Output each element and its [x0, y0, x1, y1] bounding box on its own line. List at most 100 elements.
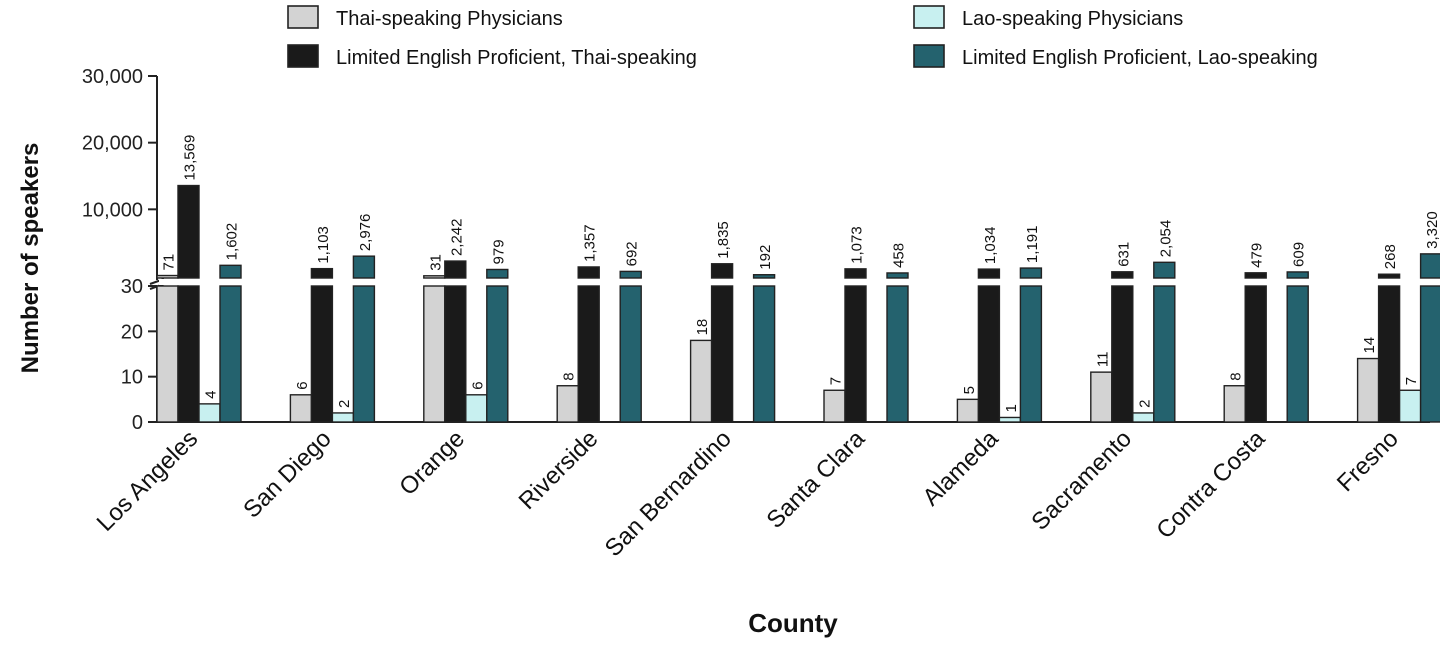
legend-item-limited-english-proficient-thai-speaking: Limited English Proficient, Thai-speakin…: [287, 44, 697, 69]
data-label: 1,191: [1024, 226, 1041, 264]
bar-upper-segment: [1111, 271, 1134, 279]
bar-lao-speaking-physicians-sacramento: [1132, 412, 1155, 423]
x-tick-label-riverside: Riverside: [514, 425, 604, 515]
x-tick-label-fresno: Fresno: [1332, 425, 1404, 497]
data-label: 6: [294, 381, 311, 389]
data-label: 458: [891, 243, 908, 268]
legend-item-lao-speaking-physicians: Lao-speaking Physicians: [913, 5, 1183, 30]
legend-label: Limited English Proficient, Thai-speakin…: [336, 47, 697, 69]
category-group-los-angeles: 71 13,569 4 1,602: [156, 135, 242, 423]
bar-lao-speaking-physicians-alameda: [998, 416, 1022, 423]
data-label: 13,569: [182, 135, 199, 181]
bar-lower-segment: [444, 285, 467, 423]
bar-upper-segment: [1377, 273, 1401, 279]
legend-swatch: [913, 44, 945, 68]
y-upper-tick-label: 10,000: [82, 199, 143, 221]
bar-upper-segment: [577, 266, 600, 279]
bar-upper-segment: [219, 264, 242, 279]
bar-limited-english-proficient-thai-speaking-sacramento: [1111, 271, 1134, 423]
bar-limited-english-proficient-thai-speaking-orange: [444, 260, 467, 423]
category-group-contra-costa: 8 479 609: [1223, 242, 1309, 423]
bar-lower-segment: [844, 285, 867, 423]
bar-thai-speaking-physicians-santa-clara: [823, 389, 846, 423]
legend-label: Limited English Proficient, Lao-speaking: [962, 47, 1318, 69]
bar-limited-english-proficient-thai-speaking-fresno: [1377, 273, 1401, 423]
x-tick-label-alameda: Alameda: [918, 425, 1005, 512]
bar-upper-segment: [619, 270, 642, 279]
bar-lower-segment: [310, 285, 334, 423]
bar-limited-english-proficient-thai-speaking-contra-costa: [1244, 272, 1267, 423]
bar-lower-segment: [1111, 285, 1134, 423]
bar-upper-segment: [486, 268, 509, 279]
bar-upper-segment: [1419, 253, 1440, 279]
bar-thai-speaking-physicians-contra-costa: [1223, 385, 1246, 423]
bar-limited-english-proficient-lao-speaking-sacramento: [1153, 261, 1176, 423]
data-label: 1,357: [582, 224, 599, 262]
bar-limited-english-proficient-thai-speaking-san-diego: [310, 267, 334, 423]
data-label: 1,073: [849, 226, 866, 264]
bar-upper-segment: [752, 274, 776, 279]
data-label: 1: [1003, 404, 1020, 412]
data-label: 14: [1361, 337, 1378, 354]
bar-lower-segment: [1377, 285, 1401, 423]
x-tick-label-contra-costa: Contra Costa: [1151, 425, 1271, 545]
bar-lower-segment: [1419, 285, 1440, 423]
bar-limited-english-proficient-thai-speaking-riverside: [577, 266, 600, 423]
bar-limited-english-proficient-lao-speaking-fresno: [1419, 253, 1440, 423]
bar-upper-segment: [177, 184, 200, 279]
category-group-santa-clara: 7 1,073 458: [823, 226, 909, 423]
data-label: 2,976: [357, 214, 374, 252]
bar-upper-segment: [886, 272, 909, 279]
bar-upper-segment: [977, 268, 1001, 279]
category-group-fresno: 14 268 7 3,320: [1356, 211, 1440, 423]
bar-upper-segment: [1153, 261, 1176, 279]
category-group-riverside: 8 1,357 692: [556, 224, 642, 423]
y-lower-tick-label: 0: [132, 412, 143, 434]
bar-thai-speaking-physicians-alameda: [956, 398, 980, 423]
data-label: 1,103: [315, 226, 332, 264]
bar-limited-english-proficient-lao-speaking-riverside: [619, 270, 642, 423]
bar-lower-segment: [752, 285, 776, 423]
bar-upper-segment: [352, 255, 376, 279]
data-label: 631: [1115, 242, 1132, 267]
bar-thai-speaking-physicians-orange: [423, 275, 446, 423]
bar-limited-english-proficient-lao-speaking-alameda: [1019, 267, 1043, 423]
legend-swatch: [287, 44, 319, 68]
bar-lao-speaking-physicians-san-diego: [331, 412, 355, 423]
data-label: 11: [1094, 352, 1111, 368]
data-label: 2: [1136, 400, 1153, 408]
y-lower-tick-label: 20: [121, 321, 143, 343]
bar-upper-segment: [710, 263, 734, 279]
y-upper-tick-label: 20,000: [82, 133, 143, 155]
bar-limited-english-proficient-lao-speaking-contra-costa: [1286, 271, 1309, 423]
legend-swatch: [287, 5, 319, 29]
bar-lower-segment: [1153, 285, 1176, 423]
legend-item-limited-english-proficient-lao-speaking: Limited English Proficient, Lao-speaking: [913, 44, 1318, 69]
category-group-san-bernardino: 18 1,835 192: [689, 221, 776, 423]
bar-lower-segment: [219, 285, 242, 423]
data-label: 4: [203, 391, 220, 399]
data-label: 2: [336, 400, 353, 408]
bar-lower-segment: [577, 285, 600, 423]
bar-lower-segment: [1244, 285, 1267, 423]
bar-upper-segment: [1019, 267, 1043, 279]
bar-lower-segment: [977, 285, 1001, 423]
legend-item-thai-speaking-physicians: Thai-speaking Physicians: [287, 5, 563, 30]
data-label: 8: [1228, 372, 1245, 380]
bar-lao-speaking-physicians-orange: [465, 394, 488, 423]
data-label: 192: [757, 245, 774, 270]
bar-lower-segment: [423, 285, 446, 423]
x-tick-label-sacramento: Sacramento: [1026, 425, 1137, 536]
data-label: 479: [1249, 243, 1266, 268]
bar-upper-segment: [844, 268, 867, 279]
bar-lower-segment: [352, 285, 376, 423]
x-axis-title: County: [748, 608, 838, 638]
data-label: 7: [1403, 377, 1420, 385]
data-label: 1,034: [982, 227, 999, 265]
bar-limited-english-proficient-lao-speaking-santa-clara: [886, 272, 909, 423]
bar-lao-speaking-physicians-los-angeles: [198, 403, 221, 423]
bar-lower-segment: [486, 285, 509, 423]
bar-limited-english-proficient-thai-speaking-santa-clara: [844, 268, 867, 423]
